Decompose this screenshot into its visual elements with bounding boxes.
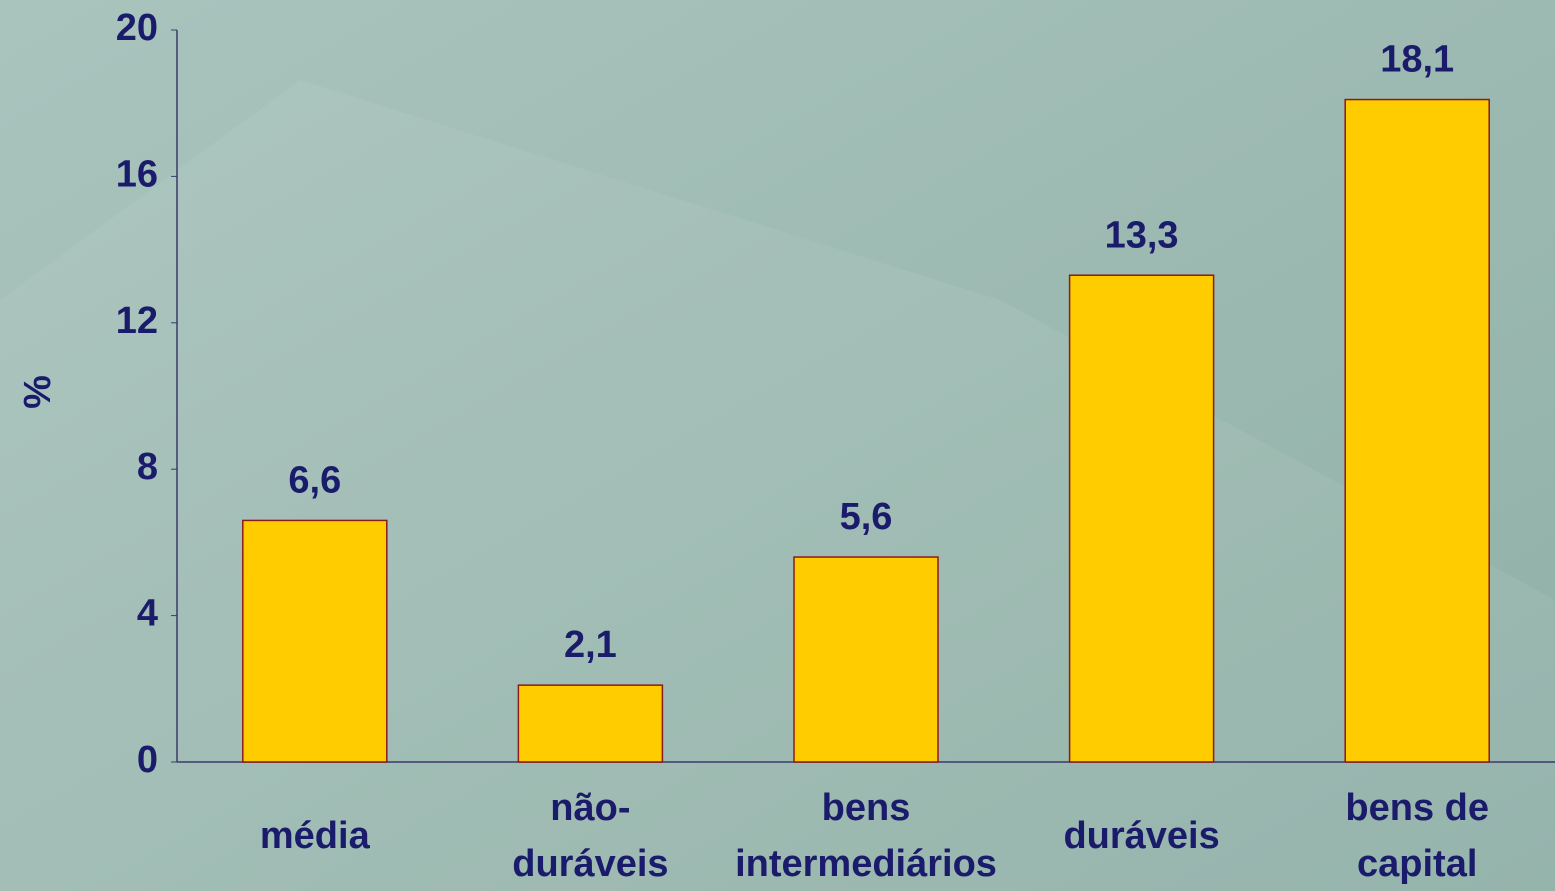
- x-tick-label: média: [260, 815, 371, 857]
- x-tick-label: bens intermediários: [735, 787, 997, 885]
- x-tick-label: duráveis: [1063, 815, 1219, 857]
- data-label: 2,1: [564, 624, 617, 666]
- data-label: 18,1: [1380, 39, 1454, 81]
- y-tick-label: 20: [116, 7, 158, 49]
- x-tick-label: bens de capital: [1345, 787, 1489, 885]
- y-tick-label: 4: [137, 593, 158, 635]
- bar: [517, 684, 664, 763]
- y-tick-label: 0: [137, 739, 158, 781]
- y-tick-label: 12: [116, 300, 158, 342]
- data-label: 5,6: [840, 496, 893, 538]
- data-label: 13,3: [1105, 214, 1179, 256]
- y-tick-label: 8: [137, 446, 158, 488]
- y-tick-label: 16: [116, 153, 158, 195]
- bar: [242, 519, 388, 763]
- data-label: 6,6: [288, 459, 341, 501]
- bar: [1068, 274, 1215, 763]
- x-tick-label: não-duráveis: [512, 787, 668, 885]
- bar: [793, 556, 939, 763]
- y-axis-label: %: [17, 375, 59, 409]
- bar: [1344, 98, 1490, 763]
